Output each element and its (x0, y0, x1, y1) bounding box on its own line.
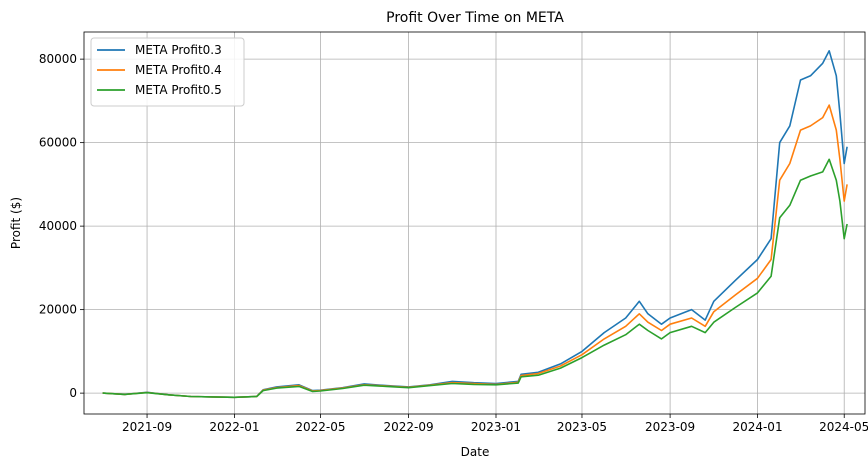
legend-label: META Profit0.3 (135, 43, 222, 57)
x-tick-label: 2023-01 (471, 420, 521, 434)
x-tick-label: 2023-05 (557, 420, 607, 434)
chart-title: Profit Over Time on META (386, 10, 564, 26)
y-tick-label: 20000 (39, 303, 77, 317)
y-axis-ticks: 0 20000 40000 60000 80000 (39, 52, 84, 400)
x-tick-label: 2024-01 (732, 420, 782, 434)
y-tick-label: 0 (69, 386, 77, 400)
legend: META Profit0.3 META Profit0.4 META Profit0… (90, 37, 245, 107)
legend-label: META Profit0.5 (135, 83, 222, 97)
y-tick-label: 80000 (39, 52, 77, 66)
plot-frame (83, 31, 866, 415)
x-axis-ticks: 2021-09 2022-01 2022-05 2022-09 2023-01 2023-… (122, 414, 868, 434)
y-axis-label: Profit ($) (9, 197, 23, 249)
grid-lines (84, 32, 865, 414)
x-tick-label: 2023-09 (645, 420, 695, 434)
x-axis-label: Date (461, 445, 490, 459)
x-tick-label: 2021-09 (122, 420, 172, 434)
y-tick-label: 40000 (39, 219, 77, 233)
x-tick-label: 2022-01 (209, 420, 259, 434)
y-tick-label: 60000 (39, 136, 77, 150)
legend-label: META Profit0.4 (135, 63, 222, 77)
legend-box (90, 37, 245, 107)
x-tick-label: 2022-09 (384, 420, 434, 434)
series-lines (102, 50, 848, 399)
x-tick-label: 2022-05 (295, 420, 345, 434)
series-line-3 (102, 158, 848, 399)
x-tick-label: 2024-05 (819, 420, 868, 434)
